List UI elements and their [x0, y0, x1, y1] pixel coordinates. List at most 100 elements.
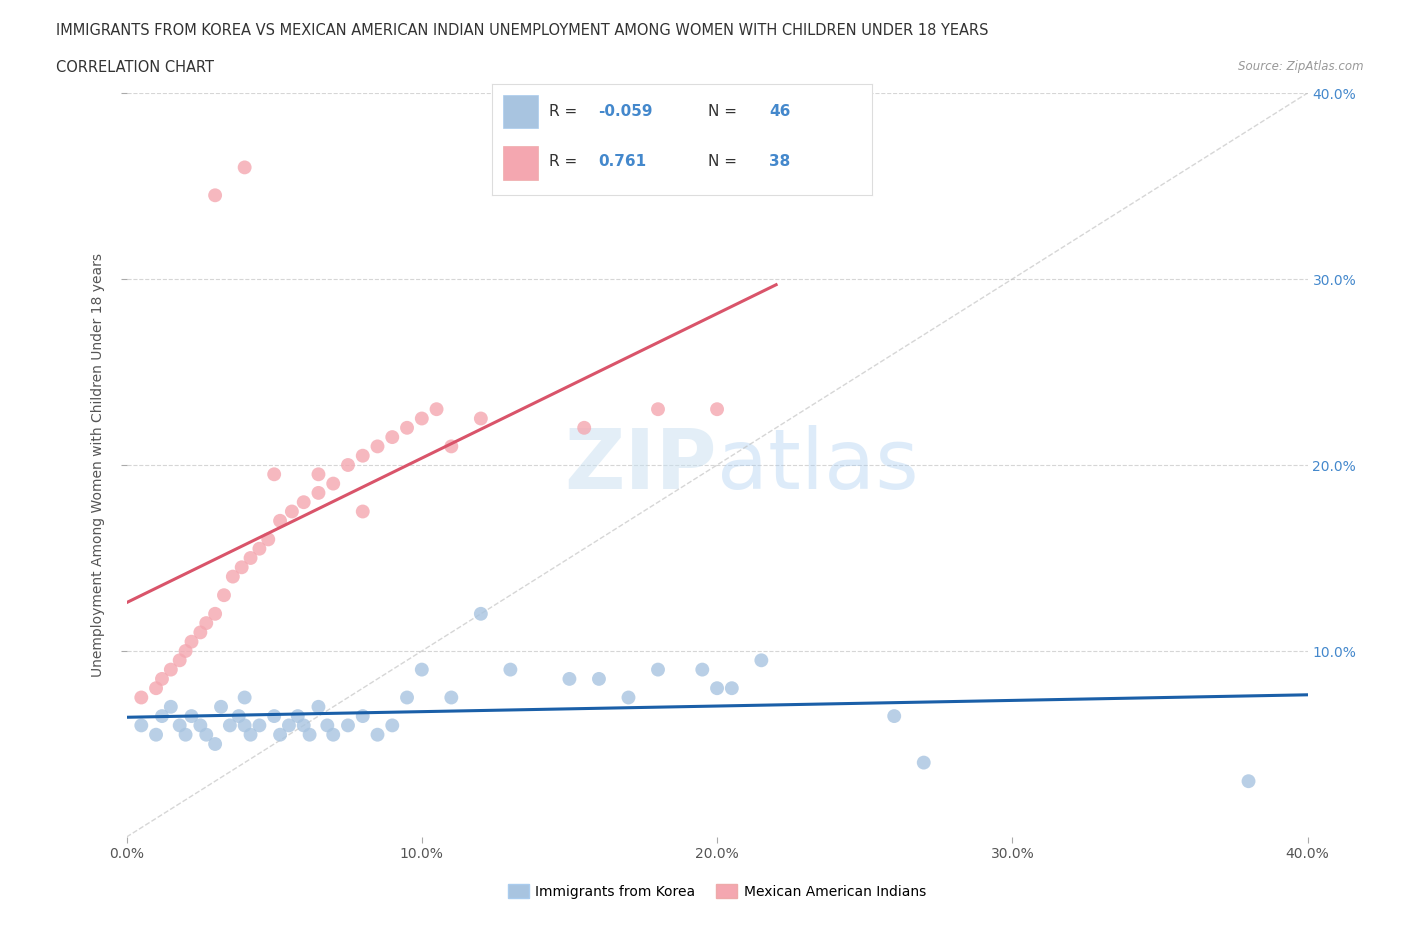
- Point: [396, 420, 419, 435]
- Point: [195, 616, 218, 631]
- Point: [188, 625, 211, 640]
- Point: [307, 485, 329, 500]
- Point: [278, 718, 301, 733]
- Point: [209, 699, 232, 714]
- Text: R =: R =: [548, 154, 578, 169]
- Point: [292, 718, 315, 733]
- Point: [440, 439, 463, 454]
- Point: [352, 709, 374, 724]
- Point: [159, 662, 183, 677]
- Point: [912, 755, 935, 770]
- Point: [337, 718, 360, 733]
- Point: [588, 671, 610, 686]
- Bar: [503, 146, 537, 179]
- Point: [617, 690, 640, 705]
- Point: [231, 560, 253, 575]
- Point: [558, 671, 581, 686]
- Point: [204, 188, 226, 203]
- Point: [1237, 774, 1260, 789]
- Point: [169, 718, 191, 733]
- Point: [145, 727, 167, 742]
- Point: [269, 513, 291, 528]
- Point: [239, 551, 262, 565]
- Point: [247, 718, 270, 733]
- Point: [322, 727, 344, 742]
- Point: [322, 476, 344, 491]
- Point: [292, 495, 315, 510]
- Point: [381, 430, 404, 445]
- Point: [233, 690, 256, 705]
- Point: [440, 690, 463, 705]
- Legend: Immigrants from Korea, Mexican American Indians: Immigrants from Korea, Mexican American …: [502, 879, 932, 905]
- Point: [233, 160, 256, 175]
- Text: N =: N =: [709, 104, 738, 119]
- Point: [204, 606, 226, 621]
- Point: [195, 727, 218, 742]
- Point: [188, 718, 211, 733]
- Point: [269, 727, 291, 742]
- Point: [425, 402, 447, 417]
- Point: [222, 569, 245, 584]
- Bar: [503, 95, 537, 128]
- Point: [396, 690, 419, 705]
- Y-axis label: Unemployment Among Women with Children Under 18 years: Unemployment Among Women with Children U…: [91, 253, 105, 677]
- Point: [281, 504, 304, 519]
- Point: [204, 737, 226, 751]
- Point: [159, 699, 183, 714]
- Point: [751, 653, 773, 668]
- Point: [316, 718, 339, 733]
- Point: [366, 439, 388, 454]
- Point: [307, 467, 329, 482]
- Point: [647, 402, 669, 417]
- Point: [180, 634, 202, 649]
- Text: 38: 38: [769, 154, 790, 169]
- Point: [690, 662, 713, 677]
- Point: [129, 718, 153, 733]
- Text: Source: ZipAtlas.com: Source: ZipAtlas.com: [1239, 60, 1364, 73]
- Text: atlas: atlas: [717, 424, 918, 506]
- Point: [470, 411, 492, 426]
- Text: N =: N =: [709, 154, 738, 169]
- Point: [239, 727, 262, 742]
- Point: [470, 606, 492, 621]
- Point: [228, 709, 250, 724]
- Point: [180, 709, 202, 724]
- Point: [233, 718, 256, 733]
- Point: [647, 662, 669, 677]
- Point: [706, 681, 728, 696]
- Point: [352, 448, 374, 463]
- Text: R =: R =: [548, 104, 578, 119]
- Text: 46: 46: [769, 104, 790, 119]
- Text: ZIP: ZIP: [565, 424, 717, 506]
- Point: [150, 671, 173, 686]
- Point: [883, 709, 905, 724]
- Point: [150, 709, 173, 724]
- Point: [574, 420, 596, 435]
- Point: [720, 681, 742, 696]
- Point: [352, 504, 374, 519]
- Text: CORRELATION CHART: CORRELATION CHART: [56, 60, 214, 75]
- Point: [145, 681, 167, 696]
- Point: [169, 653, 191, 668]
- Text: -0.059: -0.059: [599, 104, 652, 119]
- Point: [174, 644, 197, 658]
- Point: [219, 718, 242, 733]
- Point: [499, 662, 522, 677]
- Point: [129, 690, 153, 705]
- Point: [263, 467, 285, 482]
- Point: [298, 727, 321, 742]
- Point: [381, 718, 404, 733]
- Point: [706, 402, 728, 417]
- Point: [287, 709, 309, 724]
- Point: [247, 541, 270, 556]
- Point: [212, 588, 235, 603]
- Text: IMMIGRANTS FROM KOREA VS MEXICAN AMERICAN INDIAN UNEMPLOYMENT AMONG WOMEN WITH C: IMMIGRANTS FROM KOREA VS MEXICAN AMERICA…: [56, 23, 988, 38]
- Point: [263, 709, 285, 724]
- Text: 0.761: 0.761: [599, 154, 647, 169]
- Point: [411, 662, 433, 677]
- Point: [307, 699, 329, 714]
- Point: [337, 458, 360, 472]
- Point: [366, 727, 388, 742]
- Point: [257, 532, 280, 547]
- Point: [174, 727, 197, 742]
